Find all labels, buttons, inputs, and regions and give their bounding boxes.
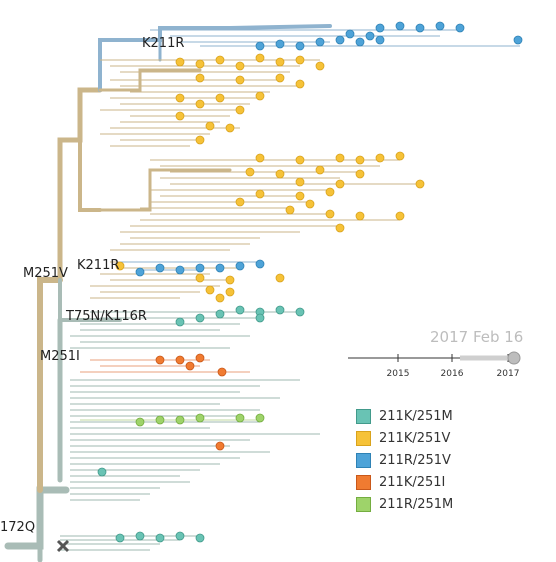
tick-2015: 2015: [387, 369, 410, 379]
timeline-handle[interactable]: [507, 351, 521, 365]
legend-label: 211R/251M: [379, 496, 454, 512]
tick-2017: 2017: [497, 369, 520, 379]
timeline[interactable]: 2015 2016 2017: [348, 351, 521, 379]
legend-item[interactable]: 211K/251M: [356, 405, 453, 427]
tips-211R-251M: [135, 413, 265, 427]
mutation-label-k211r-top: K211R: [142, 36, 185, 51]
legend-swatch: [356, 430, 371, 446]
tips-211K-251I: [155, 353, 227, 451]
legend-swatch: [356, 452, 371, 468]
tips-211K-251M: [97, 305, 305, 543]
legend-swatch: [356, 474, 371, 490]
legend-swatch: [356, 496, 371, 512]
legend-swatch: [356, 408, 371, 424]
mutation-label-root: 172Q: [0, 520, 36, 535]
tick-2016: 2016: [441, 369, 464, 379]
legend-label: 211R/251V: [379, 452, 451, 468]
legend-label: 211K/251V: [379, 430, 451, 446]
legend-label: 211K/251M: [379, 408, 453, 424]
legend: 211K/251M 211K/251V 211R/251V 211K/251I …: [356, 405, 453, 515]
legend-item[interactable]: 211K/251I: [356, 471, 453, 493]
legend-item[interactable]: 211R/251V: [356, 449, 453, 471]
timeline-date: 2017 Feb 16: [430, 328, 524, 346]
legend-label: 211K/251I: [379, 474, 446, 490]
mutation-label-t75n-k116r: T75N/K116R: [66, 309, 147, 324]
tips-211K-251V: [115, 53, 425, 303]
legend-item[interactable]: 211R/251M: [356, 493, 453, 515]
mutation-label-m251i: M251I: [40, 349, 80, 364]
mutation-label-k211r-mid: K211R: [77, 258, 120, 273]
mutation-label-m251v: M251V: [23, 266, 68, 281]
tips-211R-251V: [135, 21, 523, 277]
root-marker-icon: [56, 539, 70, 553]
legend-item[interactable]: 211K/251V: [356, 427, 453, 449]
tree-trunk: [4, 24, 332, 562]
